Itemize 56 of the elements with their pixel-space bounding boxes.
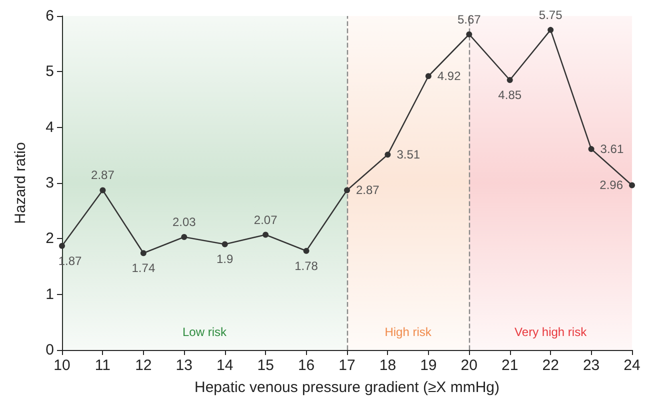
data-label: 5.75 xyxy=(538,8,563,22)
x-tick-label: 11 xyxy=(94,357,111,374)
data-label: 4.85 xyxy=(498,88,522,102)
point xyxy=(181,234,188,240)
y-tick-label: 4 xyxy=(46,118,54,136)
y-tick-label: 0 xyxy=(46,342,54,358)
x-tick-label: 24 xyxy=(624,357,640,374)
x-tick-label: 12 xyxy=(135,357,152,374)
point xyxy=(629,182,635,188)
point xyxy=(588,146,594,152)
x-tick-label: 14 xyxy=(216,357,234,374)
data-label: 2.87 xyxy=(356,183,380,198)
point xyxy=(303,248,310,254)
point xyxy=(548,26,554,33)
point xyxy=(506,77,513,84)
x-tick-label: 15 xyxy=(257,357,274,374)
point xyxy=(140,250,146,256)
data-label: 2.87 xyxy=(91,168,115,182)
y-tick-label: 5 xyxy=(46,63,54,80)
point xyxy=(466,31,472,38)
x-tick-label: 13 xyxy=(176,357,192,374)
x-tick-label: 23 xyxy=(582,357,600,374)
band-label: High risk xyxy=(384,325,432,339)
point xyxy=(425,73,432,80)
data-label: 1.74 xyxy=(132,261,156,276)
data-label: 5.67 xyxy=(457,12,482,26)
point xyxy=(59,242,65,249)
x-tick-label: 16 xyxy=(298,357,315,374)
data-label: 2.03 xyxy=(172,214,196,229)
y-tick-label: 2 xyxy=(46,230,54,248)
data-label: 2.07 xyxy=(254,212,278,227)
point xyxy=(384,152,391,158)
x-axis-title: Hepatic venous pressure gradient (≥X mmHg) xyxy=(194,379,500,396)
point xyxy=(344,187,350,194)
x-tick-label: 21 xyxy=(502,357,518,374)
x-tick-label: 20 xyxy=(460,357,478,374)
point xyxy=(222,241,228,248)
data-label: 1.78 xyxy=(294,258,318,273)
x-tick-label: 19 xyxy=(420,357,437,374)
point xyxy=(100,187,106,194)
data-label: 4.92 xyxy=(437,69,462,84)
band-label: Low risk xyxy=(182,325,228,339)
y-tick-label: 1 xyxy=(46,286,54,303)
y-tick-label: 3 xyxy=(46,174,54,192)
data-label: 2.96 xyxy=(600,178,624,192)
data-label: 3.51 xyxy=(396,148,420,162)
y-tick-label: 6 xyxy=(46,8,54,24)
point xyxy=(262,232,269,238)
x-tick-label: 10 xyxy=(54,357,70,374)
band-label: Very high risk xyxy=(514,325,588,339)
x-tick-label: 18 xyxy=(379,357,396,374)
y-axis-title: Hazard ratio xyxy=(12,142,29,224)
x-tick-label: 22 xyxy=(542,357,559,374)
data-label: 1.9 xyxy=(216,252,234,266)
data-label: 3.61 xyxy=(600,142,624,156)
x-tick-label: 17 xyxy=(338,357,356,374)
